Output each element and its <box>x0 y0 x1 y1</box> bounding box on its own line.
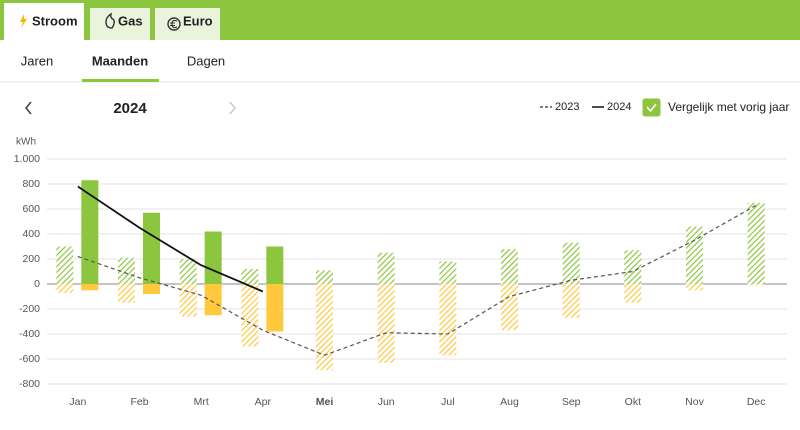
bar <box>143 284 160 294</box>
prev-arrow[interactable] <box>24 101 32 115</box>
x-tick-label: Jan <box>69 396 86 408</box>
next-arrow <box>229 101 237 115</box>
bar <box>377 284 395 363</box>
bar <box>81 284 99 291</box>
bar <box>143 212 160 284</box>
y-tick-label: -600 <box>19 353 40 365</box>
y-tick-label: 600 <box>22 203 40 215</box>
line <box>77 204 757 356</box>
x-tick-label: Jun <box>378 396 395 408</box>
y-tick-label: -400 <box>19 328 40 340</box>
bar <box>501 284 518 331</box>
bar <box>316 270 333 284</box>
compare-label[interactable]: Vergelijk met vorig jaar <box>668 100 789 114</box>
legend-label: 2023 <box>555 101 579 113</box>
bar <box>241 284 259 347</box>
y-tick-label: -200 <box>19 303 40 315</box>
tab-icon <box>170 19 178 29</box>
subtab-underline <box>82 79 159 82</box>
y-tick-label: 200 <box>22 253 40 265</box>
bar <box>562 242 580 284</box>
bar <box>624 284 642 303</box>
bar <box>118 284 135 303</box>
bar <box>266 284 284 332</box>
tab-icon <box>105 12 115 29</box>
bar <box>686 226 703 284</box>
x-tick-label: Nov <box>685 396 704 408</box>
bar <box>316 284 333 371</box>
checkmark <box>646 103 657 113</box>
y-tick-label: -800 <box>19 378 40 390</box>
x-tick-label: Sep <box>562 396 581 408</box>
bar <box>118 257 135 284</box>
bar <box>686 284 703 291</box>
bar <box>56 246 74 284</box>
bar <box>179 284 197 317</box>
y-tick-label: 400 <box>22 228 40 240</box>
x-tick-label: Okt <box>625 396 641 408</box>
bar <box>377 252 395 284</box>
compare-checkbox[interactable] <box>642 98 661 117</box>
x-tick-label: Jul <box>441 396 454 408</box>
x-tick-label: Mei <box>316 396 334 408</box>
y-tick-label: 0 <box>34 278 40 290</box>
tab-label[interactable]: Gas <box>118 13 143 28</box>
x-tick-label: Apr <box>255 396 272 408</box>
tab-icon <box>20 14 27 28</box>
x-tick-label: Mrt <box>194 396 209 408</box>
x-tick-label: Aug <box>500 396 519 408</box>
tab-icon <box>167 17 181 31</box>
y-axis-label: kWh <box>16 137 36 148</box>
bar <box>204 231 222 284</box>
bar <box>179 259 197 284</box>
tab-label[interactable]: Stroom <box>32 13 78 28</box>
x-tick-label: Feb <box>130 396 148 408</box>
legend-label: 2024 <box>607 101 631 113</box>
subtab-label[interactable]: Dagen <box>187 53 225 68</box>
tab[interactable] <box>4 3 84 40</box>
year-title: 2024 <box>113 100 147 117</box>
bar <box>562 284 580 318</box>
bar <box>439 261 457 284</box>
bar <box>56 284 74 293</box>
tab[interactable] <box>155 8 220 40</box>
x-tick-label: Dec <box>747 396 766 408</box>
bar <box>747 284 765 286</box>
bar <box>439 284 457 356</box>
bar <box>81 180 99 284</box>
subtab-label[interactable]: Maanden <box>92 53 148 68</box>
bar <box>241 269 259 284</box>
bar <box>204 284 222 316</box>
line <box>77 185 264 293</box>
bar <box>624 250 642 284</box>
tab-label[interactable]: Euro <box>183 13 213 28</box>
subtab-label[interactable]: Jaren <box>21 53 54 68</box>
bar <box>747 202 765 284</box>
bar <box>501 249 518 284</box>
tab[interactable] <box>90 8 150 40</box>
bar <box>266 246 284 284</box>
y-tick-label: 1.000 <box>14 153 40 165</box>
y-tick-label: 800 <box>22 178 40 190</box>
